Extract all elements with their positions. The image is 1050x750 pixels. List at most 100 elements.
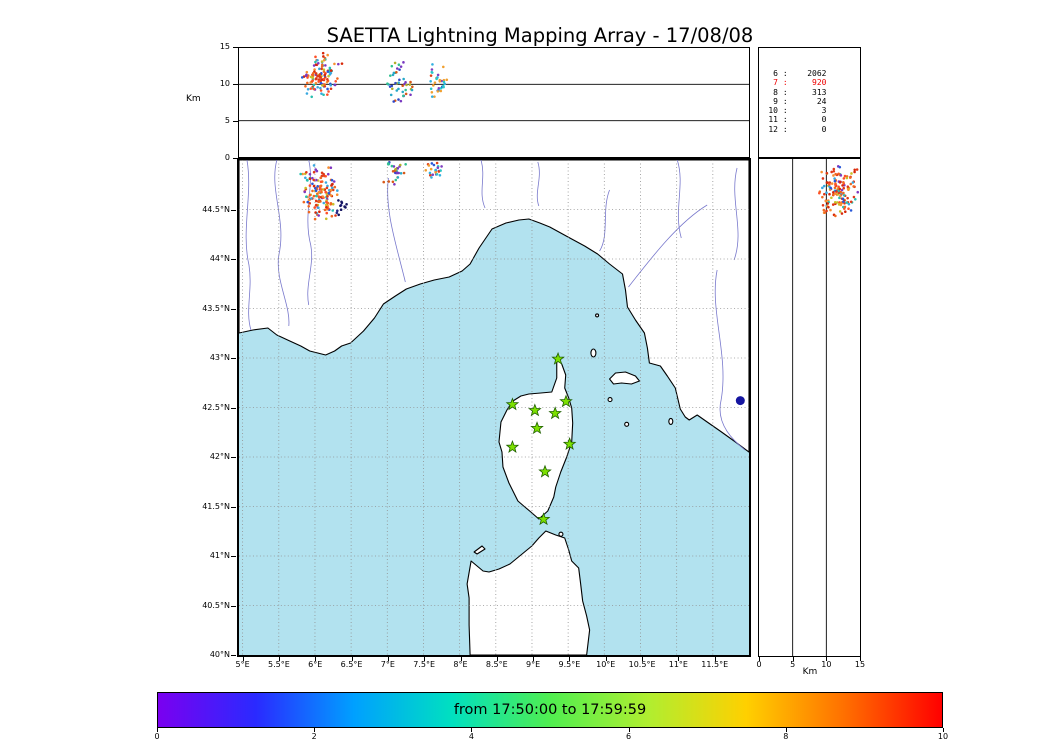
tick-mark (231, 556, 236, 557)
latitude-tick-label: 41°N (209, 551, 230, 560)
altitude-tick-label: 10 (219, 79, 230, 88)
tick-mark (231, 605, 236, 607)
tick-mark (460, 657, 462, 661)
longitude-tick-label: 11.5°E (701, 660, 729, 669)
tick-mark (678, 657, 680, 661)
station-marker (559, 394, 573, 408)
tick-mark (496, 657, 498, 661)
tick-mark (628, 728, 630, 732)
count-row: 8 : 313 (773, 87, 827, 97)
station-marker (528, 403, 542, 417)
tick-mark (785, 728, 787, 732)
tick-mark (231, 457, 236, 458)
altitude-tick-label-right: 0 (756, 660, 762, 669)
sardinia (466, 530, 591, 655)
longitude-tick-label: 10°E (596, 660, 616, 669)
longitude-tick-label: 10.5°E (628, 660, 656, 669)
longitude-tick-label: 7°E (380, 660, 395, 669)
latitude-tick-label: 43°N (209, 353, 230, 362)
time-range-label: from 17:50:00 to 17:59:59 (453, 702, 647, 718)
latitude-tick-label: 42.5°N (202, 402, 230, 412)
station-marker (551, 351, 565, 365)
tick-mark (231, 506, 236, 508)
tick-mark (569, 657, 571, 661)
mainland-coast (239, 160, 749, 453)
longitude-tick-label: 9°E (526, 660, 541, 669)
altitude-tick-label-right: 15 (854, 660, 866, 669)
longitude-tick-label: 5.5°E (268, 660, 290, 669)
station-marker (562, 436, 577, 450)
tick-mark (387, 657, 389, 661)
alt-latitude-panel (758, 158, 861, 657)
longitude-tick-label: 7.5°E (413, 660, 436, 669)
tick-mark (233, 121, 238, 122)
colorbar-tick-label: 10 (937, 732, 949, 741)
time-colorbar: from 17:50:00 to 17:59:59 (157, 692, 943, 728)
pianosa-island (607, 397, 613, 403)
longitude-tick-label: 6°E (308, 660, 323, 669)
map-panel (237, 158, 751, 657)
rivers (245, 160, 746, 451)
source-counts-list: 6 : 2062 7 : 920 8 : 313 9 : 24 10 : 3 11 : 0… (766, 69, 826, 134)
altitude-axis-unit-right: Km (802, 667, 818, 677)
count-row: 11 : 0 (768, 115, 827, 125)
longitude-tick-label: 8.5°E (485, 660, 508, 669)
colorbar-tick-label: 4 (468, 732, 474, 741)
latitude-tick-label: 43.5°N (202, 303, 230, 313)
tick-mark (231, 209, 236, 211)
tick-mark (860, 657, 861, 661)
longitude-tick-label: 11°E (668, 660, 688, 669)
tick-mark (231, 407, 236, 409)
tick-mark (231, 655, 236, 656)
latitude-tick-label: 41.5°N (202, 501, 230, 511)
altitude-tick-label: 0 (224, 153, 230, 162)
latitude-tick-label: 44.5°N (202, 204, 230, 214)
altitude-gridlines-right (792, 159, 827, 656)
latitude-tick-label: 44°N (209, 254, 230, 263)
colorbar-tick-label: 6 (626, 732, 632, 741)
station-marker (505, 439, 520, 453)
land-coastlines (239, 160, 749, 655)
tick-mark (231, 259, 236, 260)
latitude-tick-label: 40.5°N (202, 600, 230, 610)
station-marker (530, 421, 544, 435)
altitude-tick-label: 15 (219, 42, 230, 51)
count-row: 7 : 920 (773, 78, 827, 88)
count-row: 12 : 0 (768, 124, 827, 134)
tick-mark (471, 728, 473, 732)
tick-mark (424, 657, 426, 661)
longitude-tick-label: 6.5°E (340, 660, 363, 669)
altitude-axis-unit: Km (186, 94, 201, 104)
giglio-island (668, 417, 674, 425)
station-marker (548, 406, 562, 420)
tick-mark (231, 308, 236, 310)
tick-mark (714, 657, 716, 661)
altitude-tick-label-right: 10 (821, 660, 832, 669)
tick-mark (278, 657, 280, 661)
altitude-tick-label: 5 (224, 116, 230, 125)
tick-mark (792, 657, 794, 661)
tick-mark (826, 657, 828, 661)
tick-mark (233, 84, 238, 85)
corsica (498, 355, 574, 520)
count-row: 6 : 2062 (773, 69, 827, 78)
montecristo-island (624, 421, 630, 427)
longitude-tick-label: 8°E (453, 660, 468, 669)
tick-mark (533, 657, 535, 661)
colorbar-tick-label: 8 (783, 732, 789, 741)
tick-mark (642, 657, 644, 661)
altitude-tick-label-right: 5 (790, 660, 796, 669)
gorgona-island (595, 313, 600, 318)
count-row: 9 : 24 (773, 96, 827, 106)
station-markers (505, 351, 577, 526)
lightning-scatter-map (299, 161, 745, 406)
tick-mark (233, 47, 238, 48)
tick-mark (233, 158, 238, 159)
tick-mark (351, 657, 353, 661)
count-row: 10 : 3 (768, 106, 827, 116)
tick-mark (157, 728, 158, 732)
latitude-tick-label: 40°N (209, 650, 230, 659)
tick-mark (242, 657, 244, 661)
graticule-grid (239, 160, 749, 655)
